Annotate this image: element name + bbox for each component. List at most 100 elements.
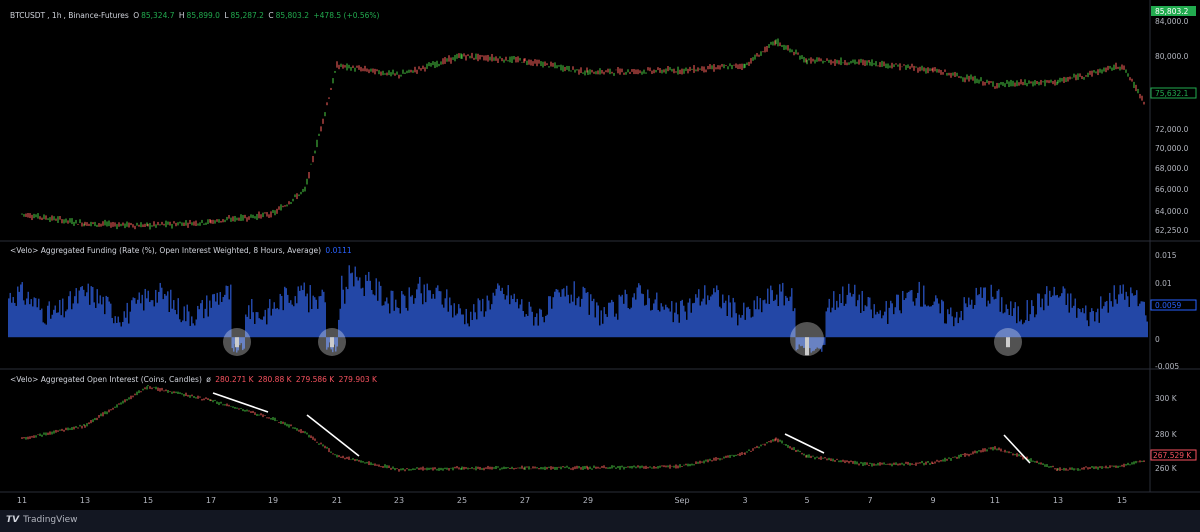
oi-symbol: ø [206,375,211,384]
funding-bar-50 [83,289,85,338]
funding-bar-440 [668,308,670,338]
funding-bar-97 [153,306,155,338]
funding-bar-168 [260,319,262,338]
funding-bar-578 [875,314,877,338]
funding-bar-10 [23,300,25,338]
funding-bar-316 [482,298,484,338]
funding-bar-232 [356,276,358,338]
oi-title[interactable]: <Velo> Aggregated Open Interest (Coins, … [10,375,202,384]
funding-bar-338 [515,302,517,338]
funding-bar-757 [1143,301,1145,338]
funding-bar-711 [1074,298,1076,338]
funding-bar-355 [540,309,542,338]
funding-bar-303 [462,314,464,338]
funding-bar-498 [755,309,757,338]
funding-bar-675 [1020,319,1022,338]
time-axis-label-17: 15 [1117,496,1127,505]
interval-label[interactable]: 1h [51,11,62,20]
funding-title[interactable]: <Velo> Aggregated Funding (Rate (%), Ope… [10,246,322,255]
funding-bar-337 [513,293,515,338]
funding-bar-96 [152,300,154,338]
funding-bar-328 [500,290,502,338]
price-axis-tick-4: 68,000.0 [1155,164,1189,173]
funding-bar-686 [1037,293,1039,338]
funding-bar-724 [1094,321,1096,338]
funding-bar-326 [497,283,499,338]
funding-bar-305 [465,308,467,338]
funding-bar-351 [534,317,536,338]
funding-bar-301 [459,308,461,338]
funding-bar-19 [36,307,38,338]
funding-bar-174 [269,299,271,338]
funding-bar-512 [776,294,778,338]
funding-bar-447 [678,322,680,338]
time-axis-label-10: Sep [674,496,689,505]
funding-bar-741 [1119,285,1121,338]
funding-bar-503 [762,300,764,338]
chart-canvas[interactable]: 84,000.0 80,000.0 72,000.0 70,000.0 68,000.0… [0,0,1200,510]
funding-bar-92 [146,298,148,338]
funding-bar-34 [59,299,61,338]
funding-bar-325 [495,288,497,338]
funding-bar-395 [600,310,602,338]
funding-last-tag-bg [1150,299,1197,311]
funding-bar-93 [147,290,149,338]
funding-bar-420 [638,283,640,338]
funding-dip-bar-2 [330,337,334,348]
funding-bar-466 [707,295,709,338]
funding-bar-520 [788,300,790,338]
funding-bar-129 [201,300,203,338]
funding-bar-101 [159,282,161,338]
funding-bar-336 [512,298,514,338]
funding-bar-379 [576,298,578,338]
funding-bar-5 [15,305,17,338]
funding-bar-732 [1106,300,1108,338]
funding-bar-243 [372,294,374,338]
funding-bar-439 [666,307,668,338]
funding-bar-284 [434,298,436,338]
funding-bar-409 [621,294,623,338]
funding-bar-45 [75,288,77,338]
funding-bar-173 [267,308,269,338]
funding-bar-468 [710,296,712,338]
funding-bar-298 [455,315,457,338]
funding-bar-372 [566,285,568,338]
funding-bar-123 [192,323,194,338]
funding-bar-728 [1100,296,1102,338]
funding-bar-68 [110,303,112,338]
funding-bar-714 [1079,308,1081,338]
funding-bar-41 [69,291,71,338]
funding-bar-406 [617,319,619,338]
funding-bar-341 [519,304,521,338]
funding-bar-528 [800,337,802,347]
funding-bar-594 [899,310,901,338]
funding-bar-456 [692,303,694,338]
funding-bar-529 [801,337,803,346]
funding-bar-477 [723,302,725,338]
funding-bar-733 [1107,312,1109,338]
funding-bar-223 [342,289,344,338]
funding-bar-461 [699,305,701,338]
funding-bar-294 [449,297,451,338]
funding-bar-324 [494,295,496,338]
funding-bar-81 [129,311,131,338]
funding-bar-603 [912,301,914,338]
funding-bar-221 [339,308,341,338]
tradingview-brand[interactable]: 𝙏𝙑 TradingView [6,515,78,525]
funding-bar-8 [20,284,22,338]
funding-bar-557 [843,305,845,338]
symbol-label[interactable]: BTCUSDT [10,11,46,20]
funding-bar-700 [1058,297,1060,338]
funding-bar-744 [1124,299,1126,338]
funding-bar-107 [168,311,170,338]
funding-bar-437 [663,309,665,338]
funding-bar-260 [398,308,400,338]
funding-bar-112 [176,314,178,338]
funding-bar-431 [654,299,656,338]
funding-bar-122 [191,316,193,338]
funding-bar-639 [966,307,968,338]
funding-bar-476 [722,294,724,338]
funding-bar-135 [210,307,212,338]
funding-bar-660 [998,289,1000,338]
funding-bar-681 [1029,314,1031,338]
